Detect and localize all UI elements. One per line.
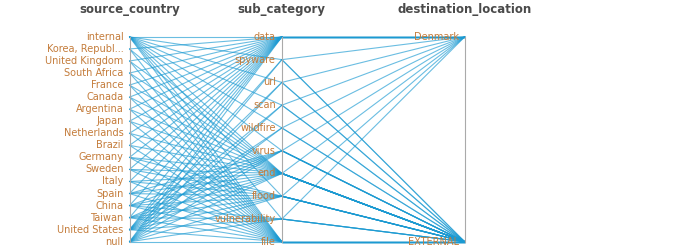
Text: virus: virus [252, 146, 276, 156]
Text: Argentina: Argentina [76, 104, 123, 114]
Text: Spain: Spain [96, 188, 123, 199]
Text: null: null [105, 237, 123, 247]
Text: Germany: Germany [79, 152, 123, 162]
Text: United Kingdom: United Kingdom [45, 56, 123, 66]
Text: flood: flood [252, 191, 276, 201]
Text: Korea, Republ...: Korea, Republ... [47, 44, 123, 54]
Text: EXTERNAL: EXTERNAL [407, 237, 458, 247]
Text: Japan: Japan [96, 116, 123, 126]
Text: end: end [258, 169, 276, 178]
Text: Brazil: Brazil [96, 140, 123, 150]
Text: vulnerability: vulnerability [215, 214, 276, 224]
Text: France: France [91, 80, 123, 90]
Text: source_country: source_country [79, 3, 180, 16]
Text: Canada: Canada [86, 92, 123, 102]
Text: China: China [96, 201, 123, 211]
Text: scan: scan [253, 100, 276, 110]
Text: United States: United States [57, 225, 123, 235]
Text: wildfire: wildfire [240, 123, 276, 133]
Text: Taiwan: Taiwan [90, 213, 123, 223]
Text: data: data [254, 32, 276, 42]
Text: Sweden: Sweden [85, 165, 123, 174]
Text: destination_location: destination_location [397, 3, 532, 16]
Text: spyware: spyware [235, 55, 276, 65]
Text: internal: internal [85, 32, 123, 42]
Text: file: file [261, 237, 276, 247]
Text: South Africa: South Africa [64, 68, 123, 78]
Text: url: url [263, 77, 276, 87]
Text: Italy: Italy [102, 176, 123, 186]
Text: Denmark: Denmark [414, 32, 458, 42]
Text: Netherlands: Netherlands [64, 128, 123, 138]
Text: sub_category: sub_category [238, 3, 326, 16]
